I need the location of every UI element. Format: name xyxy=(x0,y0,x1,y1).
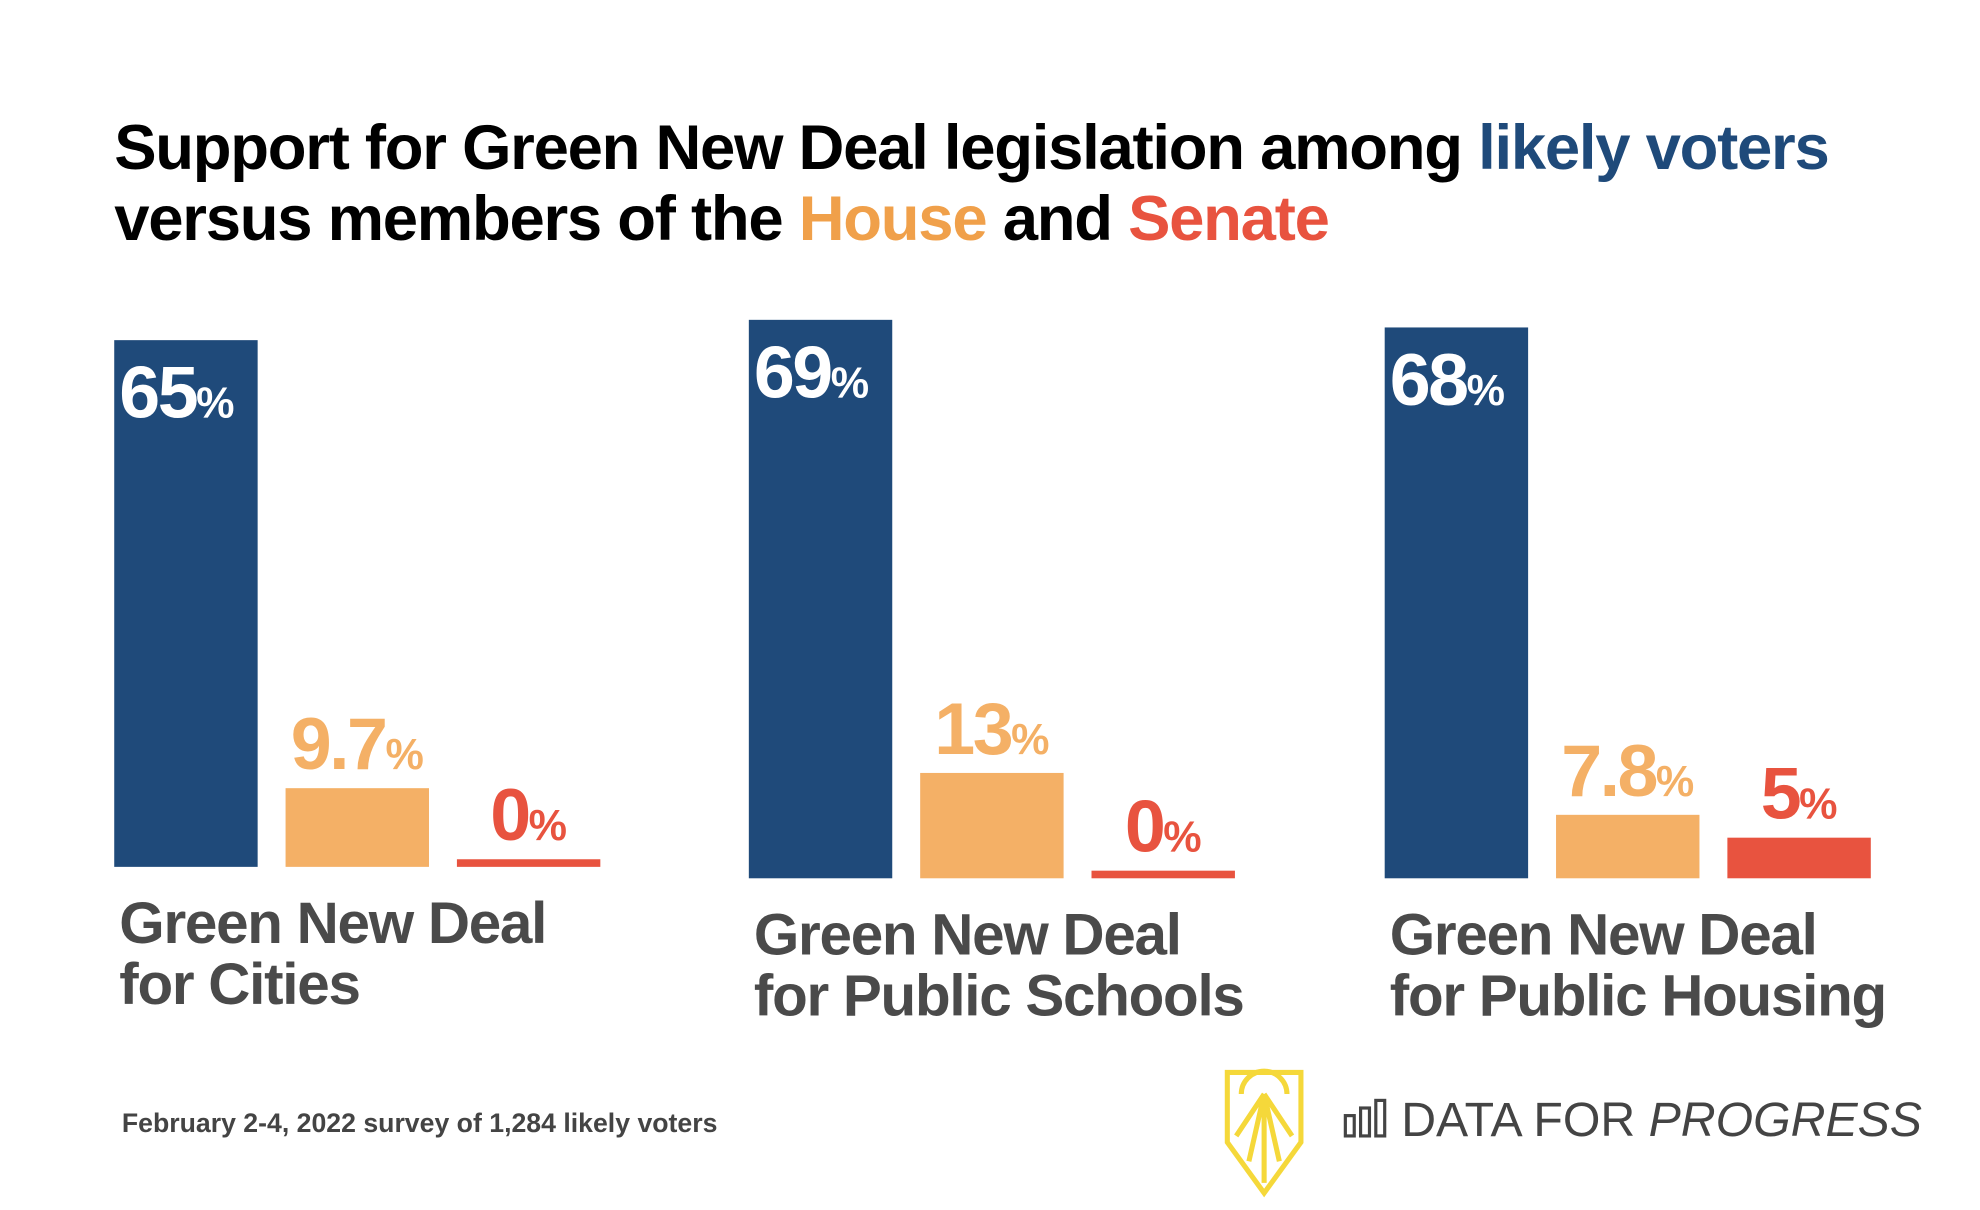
category-label: Green New Deal for Public Schools xyxy=(753,901,1245,1029)
bar xyxy=(456,859,601,867)
data-label: 0% xyxy=(1124,785,1202,869)
data-label: 65% xyxy=(119,351,235,435)
bar xyxy=(114,340,258,867)
data-label: 13% xyxy=(934,687,1050,771)
brand-emphasis: PROGRESS xyxy=(1648,1094,1922,1148)
data-label: 0% xyxy=(490,774,568,857)
title-part: Senate xyxy=(1128,182,1330,254)
bar-chart-icon xyxy=(1343,1098,1387,1138)
title-part: likely voters xyxy=(1478,111,1830,183)
title-part: House xyxy=(798,182,988,254)
title-part: and xyxy=(986,182,1129,254)
chart-title: Support for Green New Deal legislation a… xyxy=(114,112,1891,254)
data-label: 69% xyxy=(753,330,870,414)
brand-prefix: DATA FOR xyxy=(1401,1094,1649,1148)
category-label: Green New Deal for Public Housing xyxy=(1389,901,1887,1029)
data-label: 68% xyxy=(1389,339,1505,422)
bar xyxy=(1556,815,1700,879)
title-part: versus members of the xyxy=(114,182,799,254)
bar xyxy=(920,773,1064,879)
brand-wordmark: DATA FOR PROGRESS xyxy=(1343,1094,1922,1149)
data-label: 9.7% xyxy=(290,703,424,786)
category-label: Green New Deal for Cities xyxy=(119,889,547,1017)
sunrise-logo-icon xyxy=(1224,1068,1304,1198)
data-label: 7.8% xyxy=(1561,730,1695,813)
bar xyxy=(285,788,429,867)
bar xyxy=(1091,870,1235,879)
title-part: Support for Green New Deal legislation a… xyxy=(114,111,1479,183)
bar xyxy=(748,319,893,879)
data-label: 5% xyxy=(1760,752,1838,836)
bar xyxy=(1384,327,1529,879)
footnote: February 2-4, 2022 survey of 1,284 likel… xyxy=(121,1109,718,1139)
bar xyxy=(1727,837,1871,879)
